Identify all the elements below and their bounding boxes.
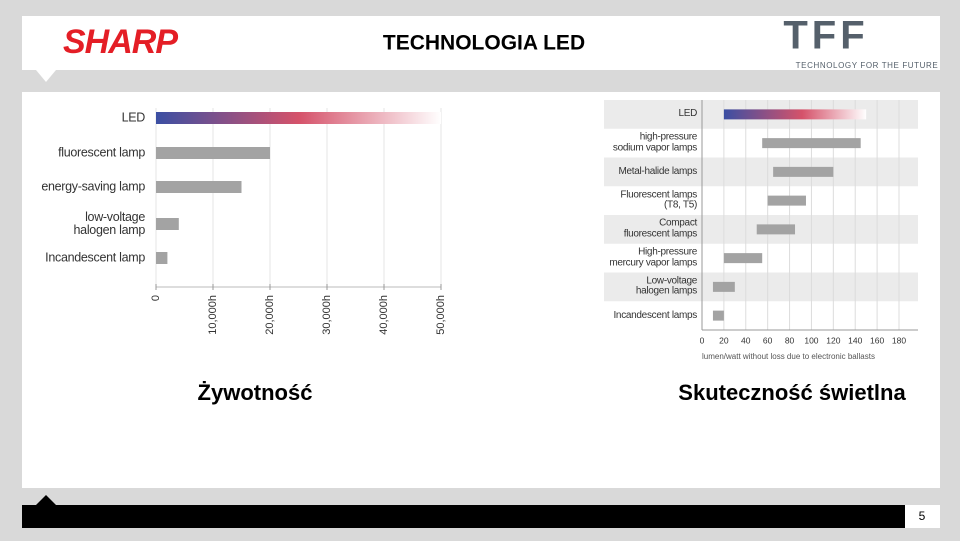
x-tick-label: 100 [804,335,818,345]
x-tick-label: 20 [719,335,729,345]
x-tick-label: 180 [892,335,906,345]
category-label: Low-voltage halogen lamps [635,275,697,297]
bar [156,181,242,193]
category-label: Compact fluorescent lamps [623,217,698,240]
caption: Skuteczność świetlna [678,380,906,405]
caption: Żywotność [198,380,313,405]
page-number: 5 [919,509,926,523]
range-bar [773,166,834,177]
x-tick-label: 40,000h [378,295,390,335]
category-label: LED [678,108,697,120]
category-label: LED [121,110,146,125]
row-band [604,272,918,302]
category-label: Metal-halide lamps [618,165,697,177]
x-axis-label: lumen/watt without loss due to electroni… [702,352,875,361]
x-tick-label: 0 [700,335,705,345]
x-tick-label: 40 [741,335,751,345]
bar [156,218,179,230]
category-label: high-pressure sodium vapor lamps [612,131,697,154]
x-tick-label: 80 [785,335,795,345]
x-tick-label: 140 [848,335,862,345]
x-tick-label: 160 [870,335,884,345]
row-band [604,157,918,187]
category-label: High-pressure mercury vapor lamps [609,246,697,269]
x-tick-label: 60 [763,335,773,345]
page-number-box [905,505,940,528]
x-tick-label: 30,000h [321,295,333,335]
range-bar [762,138,861,149]
range-bar [723,109,867,120]
x-tick-label: 0 [150,295,162,301]
header-notch [36,70,56,82]
category-label: fluorescent lamp [58,145,145,160]
bar [156,112,441,124]
bar [156,252,168,264]
footer-notch [36,495,56,505]
range-bar [756,224,796,235]
range-bar [767,195,806,206]
category-label: Incandescent lamps [613,309,697,321]
slide-title: TECHNOLOGIA LED [383,32,585,55]
range-bar [712,310,724,321]
x-tick-label: 20,000h [264,295,276,335]
x-tick-label: 50,000h [435,295,447,335]
partner-logo: TFF [783,14,868,58]
partner-tagline: TECHNOLOGY FOR THE FUTURE [796,61,939,70]
range-bar [723,253,763,264]
category-label: Fluorescent lamps (T8, T5) [620,189,697,211]
range-bar [712,281,735,292]
x-tick-label: 120 [826,335,840,345]
x-tick-label: 10,000h [207,295,219,335]
category-label: low-voltage halogen lamp [73,209,146,237]
header-band [22,16,940,70]
logo: SHARP [63,23,178,61]
category-label: energy-saving lamp [41,179,145,194]
bar [156,147,270,159]
category-label: Incandescent lamp [45,250,145,265]
footer-bar [22,505,905,528]
